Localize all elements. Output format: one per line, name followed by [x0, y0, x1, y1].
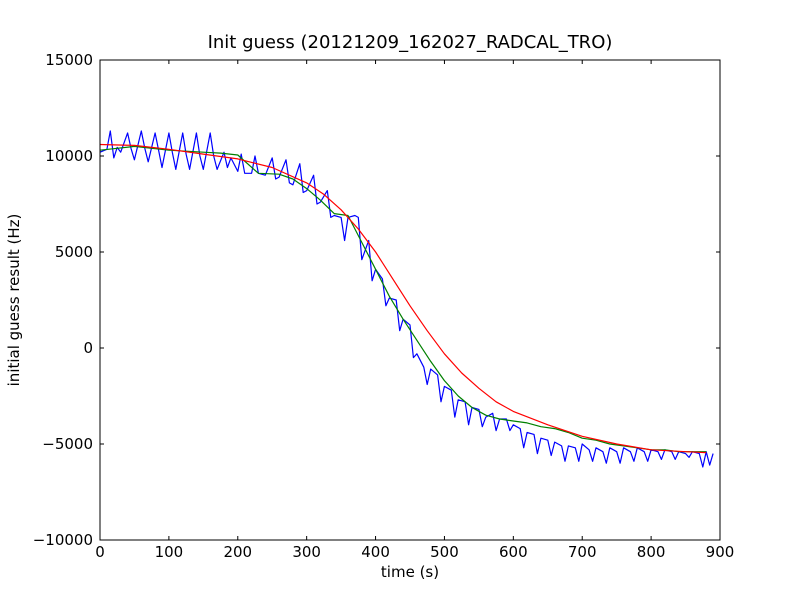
series-line-1	[99, 130, 714, 468]
x-tick-label: 500	[430, 543, 459, 561]
x-tick-label: 200	[223, 543, 252, 561]
y-axis-label: initial guess result (Hz)	[5, 214, 23, 387]
series-layer	[99, 130, 714, 468]
y-tick-label: 5000	[55, 243, 93, 261]
tick-layer: 0 100 200 300 400 500 600 700 800 900 −10000 −5000 0…	[33, 51, 735, 561]
y-tick-label: −5000	[42, 435, 93, 453]
y-tick-label: 10000	[45, 147, 93, 165]
series-line-2	[99, 145, 707, 453]
x-tick-label: 900	[706, 543, 735, 561]
x-tick-label: 0	[95, 543, 105, 561]
x-tick-label: 700	[568, 543, 597, 561]
plot-area-background	[100, 60, 720, 540]
x-tick-label: 100	[155, 543, 184, 561]
chart-title: Init guess (20121209_162027_RADCAL_TRO)	[208, 32, 613, 53]
y-tick-label: −10000	[33, 531, 93, 549]
x-tick-label: 800	[637, 543, 666, 561]
x-axis-label: time (s)	[381, 563, 439, 581]
series-line-3	[99, 143, 707, 454]
y-tick-label: 0	[83, 339, 93, 357]
plot-frame	[99, 59, 721, 541]
x-tick-label: 600	[499, 543, 528, 561]
x-tick-label: 300	[292, 543, 321, 561]
y-tick-label: 15000	[45, 51, 93, 69]
x-tick-label: 400	[361, 543, 390, 561]
